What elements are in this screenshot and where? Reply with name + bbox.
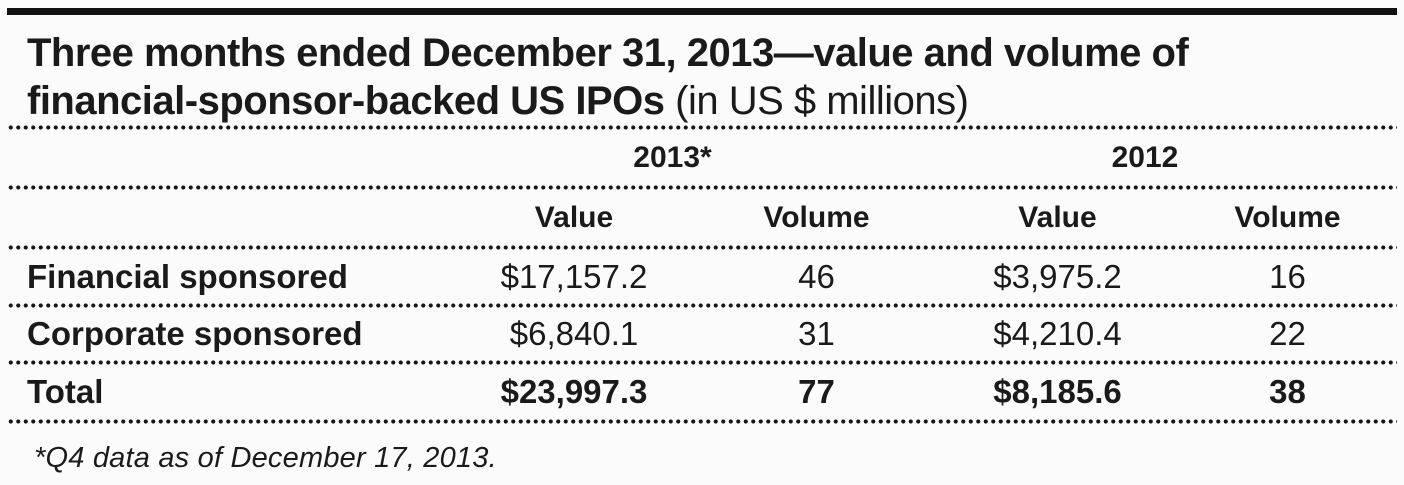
value-2012-cell: $8,185.6: [993, 373, 1122, 410]
value-2012-cell: $4,210.4: [993, 315, 1122, 352]
volume-2013-cell: 31: [798, 315, 835, 352]
separator-row1: [7, 303, 1397, 308]
separator-row2: [7, 360, 1397, 365]
row-filler: [1375, 365, 1397, 419]
value-2012-cell: $3,975.2: [993, 257, 1122, 295]
column-header-volume-2012: Volume: [1234, 200, 1341, 234]
column-header-filler: [1375, 190, 1397, 245]
table-row-corporate-sponsored: Corporate sponsored $6,840.1 31 $4,210.4…: [7, 308, 1397, 360]
group-header-2012: 2012: [1111, 140, 1179, 174]
group-header-2013: 2013*: [633, 140, 712, 174]
group-header-spacer: [7, 130, 430, 185]
top-rule: [7, 8, 1397, 15]
column-header-row: Value Volume Value Volume: [7, 190, 1397, 245]
group-header-row: 2013* 2012: [7, 130, 1397, 185]
title-line2-bold: financial-sponsor-backed US IPOs: [27, 79, 665, 123]
column-header-value-2012: Value: [1018, 200, 1097, 234]
volume-2012-cell: 38: [1269, 373, 1306, 410]
group-header-filler: [1375, 130, 1397, 185]
page-title: Three months ended December 31, 2013—val…: [7, 15, 1397, 125]
row-label: Corporate sponsored: [27, 315, 363, 352]
row-filler: [1375, 308, 1397, 360]
separator-colhead: [7, 245, 1397, 250]
volume-2012-cell: 16: [1269, 257, 1306, 295]
title-units: (in US $ millions): [675, 79, 969, 123]
table-row-financial-sponsored: Financial sponsored $17,157.2 46 $3,975.…: [7, 250, 1397, 303]
table-row-total: Total $23,997.3 77 $8,185.6 38: [7, 365, 1397, 419]
row-label: Total: [27, 373, 104, 410]
value-2013-cell: $17,157.2: [500, 257, 648, 295]
volume-2013-cell: 77: [798, 373, 835, 410]
column-header-spacer: [7, 190, 430, 245]
row-filler: [1375, 250, 1397, 303]
title-line1: Three months ended December 31, 2013—val…: [27, 31, 1189, 75]
column-header-volume-2013: Volume: [763, 200, 870, 234]
volume-2012-cell: 22: [1269, 315, 1306, 352]
footnote: *Q4 data as of December 17, 2013.: [34, 442, 497, 474]
separator-group: [7, 185, 1397, 190]
volume-2013-cell: 46: [798, 257, 835, 295]
row-label: Financial sponsored: [27, 257, 348, 295]
separator-total: [7, 419, 1397, 424]
value-2013-cell: $23,997.3: [500, 373, 648, 410]
separator-title: [7, 125, 1397, 130]
value-2013-cell: $6,840.1: [509, 315, 639, 352]
column-header-value-2013: Value: [534, 200, 614, 234]
